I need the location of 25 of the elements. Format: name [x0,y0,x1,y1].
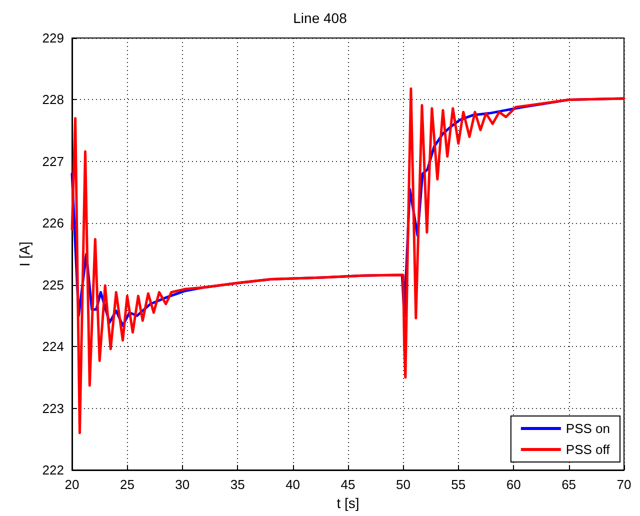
x-tick-label: 35 [230,477,245,492]
y-tick-label: 227 [42,154,64,169]
y-tick-label: 226 [42,216,64,231]
x-tick-label: 50 [396,477,410,492]
y-tick-label: 223 [42,400,64,416]
y-tick-label: 225 [42,277,64,292]
x-tick-label: 25 [120,477,134,492]
x-tick-label: 20 [64,477,80,492]
x-tick-label: 65 [562,477,576,492]
y-tick-label: 228 [42,92,64,108]
x-tick-label: 30 [175,477,190,492]
legend-label: PSS on [566,421,610,436]
y-tick-label: 224 [42,339,64,354]
x-tick-label: 70 [616,477,632,492]
line-series [70,87,626,434]
x-tick-label: 40 [286,477,300,492]
legend-label: PSS off [566,442,610,457]
x-tick-label: 55 [451,477,466,492]
y-axis-title: I [A] [16,242,32,266]
y-tick-label: 222 [42,462,64,478]
chart-title: Line 408 [293,10,348,26]
x-tick-label: 60 [506,477,521,492]
x-axis-title: t [s] [336,495,360,511]
y-tick-label: 229 [42,30,64,46]
x-tick-label: 45 [340,477,356,492]
